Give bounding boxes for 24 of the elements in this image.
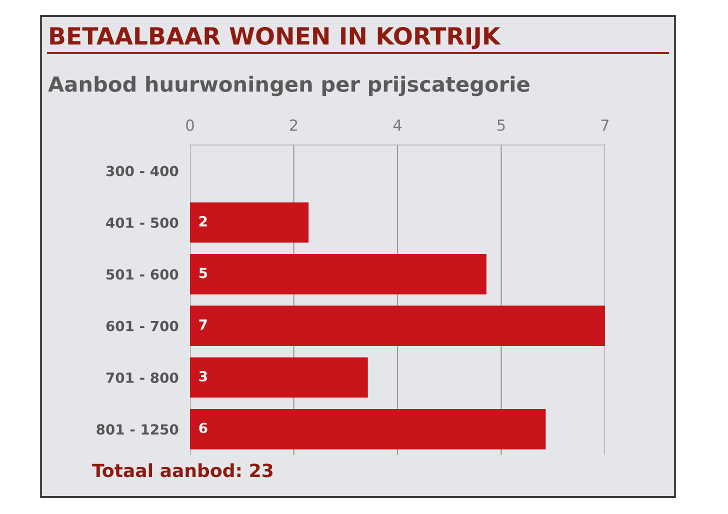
y-tick-label: 501 - 600 — [106, 269, 178, 280]
chart-subtitle: Aanbod huurwoningen per prijscategorie — [48, 76, 530, 96]
x-tick-label: 5 — [498, 120, 505, 131]
y-tick-label: 401 - 500 — [106, 217, 178, 228]
data-label: 6 — [199, 422, 208, 434]
x-tick-label: 4 — [393, 120, 402, 131]
y-tick-label: 601 - 700 — [106, 320, 178, 332]
x-tick-label: 2 — [290, 119, 298, 131]
bar — [190, 254, 486, 294]
chart-title: BETAALBAAR WONEN IN KORTRIJK — [50, 26, 501, 50]
text: Totaal aanbod: 23 — [92, 463, 272, 478]
x-tick-label: 0 — [186, 119, 194, 131]
data-label: 3 — [199, 371, 207, 382]
data-label: 5 — [199, 268, 208, 278]
bar — [190, 306, 605, 346]
bar — [190, 409, 546, 450]
data-label: 7 — [199, 320, 207, 330]
bar — [190, 202, 309, 243]
y-tick-label: 701 - 800 — [106, 372, 178, 383]
y-tick-label: 300 - 400 — [106, 166, 178, 176]
bar — [190, 357, 368, 398]
data-label: 2 — [199, 216, 207, 226]
x-tick-label: 7 — [601, 120, 609, 131]
y-tick-label: 801 - 1250 — [96, 424, 178, 435]
